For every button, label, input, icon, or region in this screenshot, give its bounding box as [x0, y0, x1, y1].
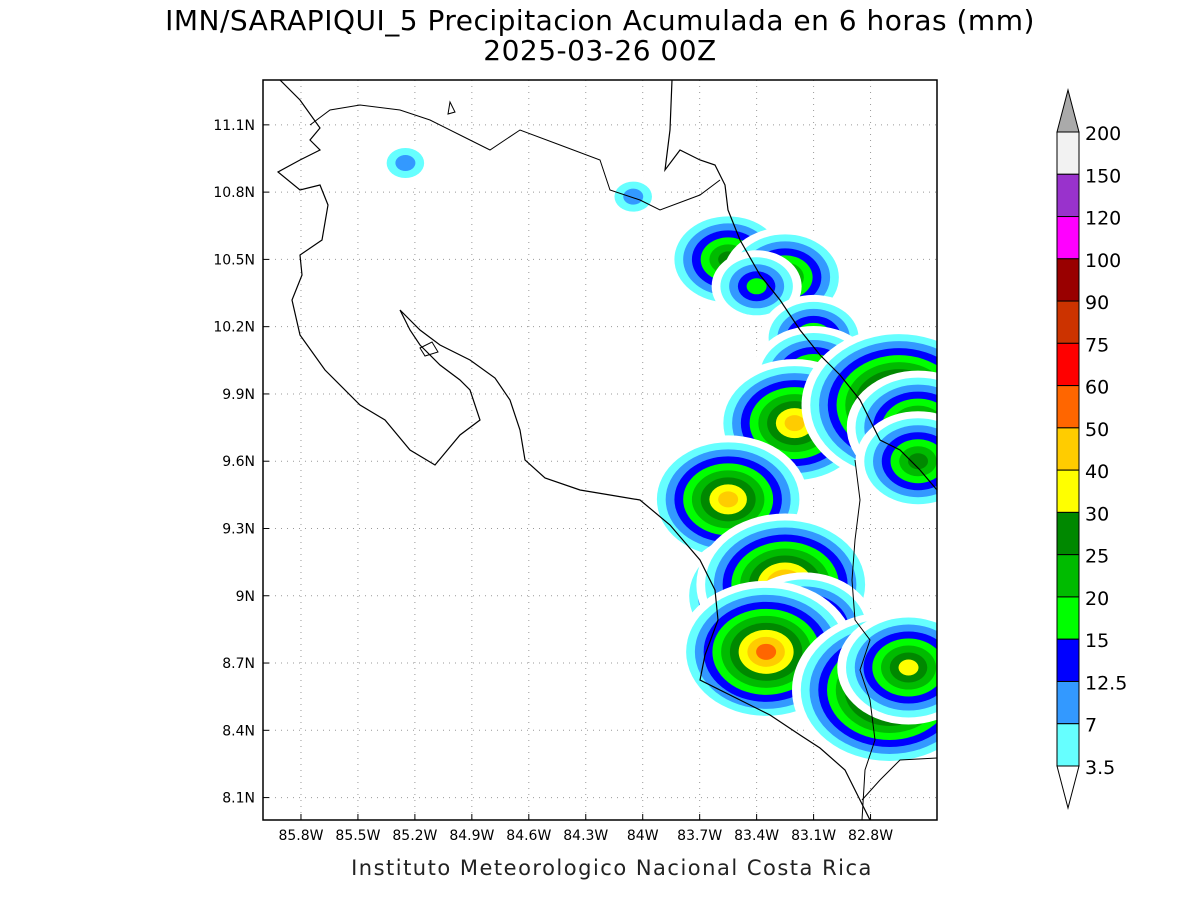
nicoya-inner-coast	[419, 341, 439, 357]
lon-tick-label: 82.8W	[848, 828, 893, 844]
precip-cell	[677, 580, 855, 723]
lon-tick-label: 85.8W	[278, 828, 323, 844]
legend-swatch	[1056, 554, 1080, 598]
legend-label: 3.5	[1085, 757, 1115, 779]
precip-cell	[837, 610, 937, 725]
precip-cell	[855, 411, 937, 512]
lat-tick-label: 9.6N	[222, 454, 255, 470]
legend-swatch	[1056, 596, 1080, 640]
legend-label: 7	[1085, 715, 1097, 737]
lat-tick-label: 11.1N	[213, 118, 255, 134]
lon-tick-label: 84.6W	[506, 828, 551, 844]
legend-label: 15	[1085, 630, 1109, 652]
precip-contour	[908, 453, 929, 470]
precip-contour	[784, 415, 805, 432]
legend-label: 90	[1085, 292, 1109, 314]
precip-contour	[623, 188, 644, 205]
coastline	[276, 80, 937, 820]
grid-lines	[263, 80, 937, 820]
lon-tick-label: 84W	[627, 828, 659, 844]
lat-tick-label: 9N	[236, 589, 255, 605]
map-frame	[262, 79, 938, 821]
precip-contour	[756, 643, 777, 660]
legend-bottom-arrow	[1056, 765, 1080, 810]
legend-label: 120	[1085, 208, 1121, 230]
nicaragua-border	[309, 104, 721, 211]
lat-tick-label: 8.1N	[222, 791, 255, 807]
lat-tick-label: 10.5N	[213, 252, 255, 268]
legend-swatch	[1056, 216, 1080, 260]
legend-swatch	[1056, 173, 1080, 218]
lon-tick-label: 84.9W	[449, 828, 494, 844]
legend-swatch	[1056, 427, 1080, 471]
map-date: 2025-03-26 00Z	[483, 34, 717, 67]
legend-swatch	[1056, 638, 1080, 682]
precip-contour	[718, 491, 739, 508]
legend-label: 200	[1085, 123, 1121, 145]
legend-label: 40	[1085, 461, 1109, 483]
legend-label: 25	[1085, 546, 1109, 568]
legend-swatch	[1056, 723, 1080, 767]
precipitation-field	[377, 140, 937, 768]
precip-cell	[605, 174, 661, 219]
legend-label: 30	[1085, 503, 1109, 525]
lake-outline	[447, 100, 456, 115]
precip-cell	[377, 140, 433, 185]
lat-tick-label: 10.2N	[213, 320, 255, 336]
lon-tick-label: 83.4W	[734, 828, 779, 844]
legend-swatch	[1056, 131, 1080, 175]
map-title: IMN/SARAPIQUI_5 Precipitacion Acumulada …	[165, 4, 1035, 37]
legend-label: 75	[1085, 334, 1109, 356]
lat-tick-label: 9.9N	[222, 387, 255, 403]
legend-swatch	[1056, 258, 1080, 302]
panama-border	[851, 459, 876, 820]
legend-label: 20	[1085, 588, 1109, 610]
legend-label: 12.5	[1085, 672, 1127, 694]
precip-contour	[746, 278, 767, 295]
lat-tick-label: 10.8N	[213, 185, 255, 201]
lat-tick-label: 8.7N	[222, 656, 255, 672]
legend-swatch	[1056, 300, 1080, 344]
lat-tick-label: 8.4N	[222, 723, 255, 739]
legend-swatch	[1056, 342, 1080, 387]
lon-tick-label: 83.7W	[677, 828, 722, 844]
precip-contour	[898, 659, 919, 676]
caribbean-coastline	[664, 80, 937, 491]
credit-text: Instituto Meteorologico Nacional Costa R…	[351, 856, 873, 880]
lat-tick-label: 9.3N	[222, 521, 255, 537]
legend-swatch	[1056, 511, 1080, 556]
precip-contour	[395, 154, 416, 171]
legend-swatch	[1056, 680, 1080, 725]
legend-top-arrow	[1056, 88, 1080, 133]
lon-tick-label: 83.1W	[791, 828, 836, 844]
legend-swatch	[1056, 469, 1080, 513]
lon-tick-label: 85.2W	[392, 828, 437, 844]
legend-swatch	[1056, 385, 1080, 429]
legend-label: 50	[1085, 419, 1109, 441]
precip-cell	[711, 250, 802, 323]
lon-tick-label: 85.5W	[335, 828, 380, 844]
pacific-coastline	[276, 80, 871, 820]
colorbar-legend: 200 150 120 100 90 75 60 50 40 30 25 20 15 12.5 7 3.5	[1056, 88, 1127, 810]
legend-label: 100	[1085, 250, 1121, 272]
axis-labels: 85.8W 85.5W 85.2W 84.9W 84.6W 84.3W 84W 83.7W 83…	[213, 118, 893, 844]
lon-tick-label: 84.3W	[563, 828, 608, 844]
legend-label: 60	[1085, 377, 1109, 399]
legend-label: 150	[1085, 165, 1121, 187]
south-panama-coast	[861, 757, 937, 801]
